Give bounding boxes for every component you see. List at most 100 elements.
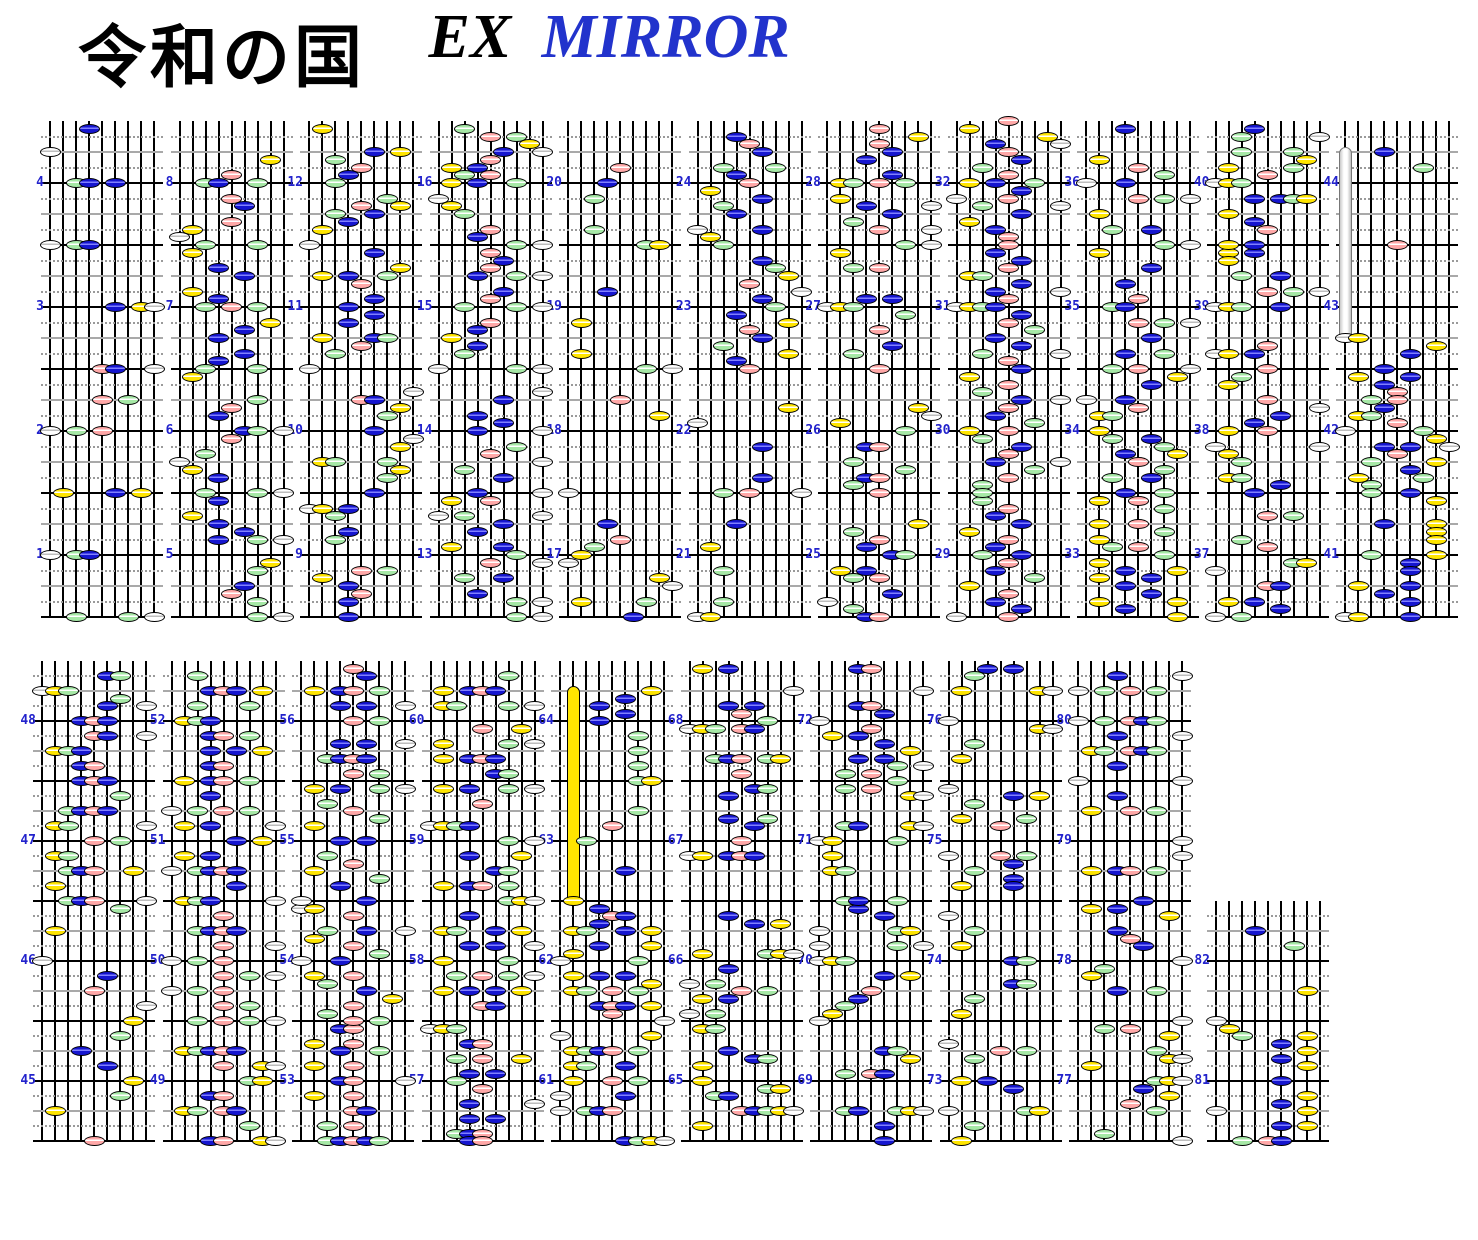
beat-grid-line	[810, 795, 932, 797]
popn-note-blue	[329, 836, 351, 846]
measure-boundary-line	[680, 900, 803, 902]
popn-note-blue	[226, 881, 247, 891]
song-title: 令和の国	[78, 20, 367, 96]
beat-grid-line	[551, 750, 673, 752]
popn-note-blue	[744, 701, 765, 711]
popn-note-white	[135, 1001, 157, 1011]
popn-note-red	[350, 565, 372, 576]
popn-note-red	[83, 986, 105, 996]
beat-grid-line	[300, 306, 422, 308]
popn-note-yellow	[511, 926, 532, 936]
popn-note-yellow	[182, 511, 203, 522]
popn-note-red	[739, 278, 760, 289]
measure-boundary-line	[688, 616, 811, 618]
popn-note-yellow	[640, 926, 662, 936]
popn-note-green	[1153, 441, 1175, 452]
beat-grid-line	[939, 945, 1062, 947]
popn-note-white	[1042, 723, 1063, 734]
popn-note-white	[653, 1136, 675, 1146]
beat-grid-line	[680, 750, 803, 752]
measure-number: 40	[1193, 175, 1210, 190]
popn-note-green	[195, 488, 216, 498]
beat-grid-line	[818, 523, 940, 525]
beat-grid-line	[300, 337, 422, 339]
popn-note-red	[350, 278, 372, 289]
popn-note-green	[1101, 433, 1123, 444]
popn-note-blue	[337, 317, 359, 328]
popn-note-white	[532, 302, 553, 312]
beat-grid-line	[421, 960, 544, 962]
popn-note-white	[1309, 441, 1330, 452]
beat-grid-line	[1336, 383, 1458, 386]
beat-grid-line	[810, 720, 932, 722]
measure-boundary-line	[1069, 780, 1191, 782]
beat-grid-line	[818, 414, 940, 417]
popn-note-green	[117, 395, 139, 405]
popn-note-red	[860, 701, 882, 711]
popn-note-yellow	[700, 542, 721, 553]
popn-note-blue	[1003, 791, 1024, 801]
popn-note-red	[731, 753, 752, 764]
popn-note-red	[350, 201, 372, 212]
beat-grid-line	[818, 290, 940, 293]
popn-note-red	[601, 821, 623, 831]
popn-note-white	[39, 147, 61, 157]
beat-grid-line	[292, 675, 414, 677]
measure-number: 64	[538, 713, 554, 728]
popn-note-white	[1334, 426, 1356, 436]
beat-grid-line	[429, 290, 552, 293]
measure-number: 65	[667, 1073, 684, 1088]
beat-grid-line	[421, 945, 544, 947]
popn-note-blue	[1106, 761, 1128, 771]
beat-grid-line	[170, 228, 293, 231]
popn-note-green	[247, 178, 268, 188]
measure-number: 12	[287, 175, 303, 190]
popn-note-red	[739, 325, 760, 336]
beat-grid-line	[41, 569, 163, 572]
popn-note-blue	[104, 178, 126, 188]
popn-note-green	[1153, 503, 1175, 514]
popn-note-blue	[200, 746, 221, 756]
popn-note-blue	[1106, 731, 1128, 741]
popn-note-blue	[485, 686, 506, 696]
beat-grid-line	[41, 414, 163, 417]
beat-grid-line	[680, 690, 803, 692]
beat-grid-line	[1336, 182, 1458, 184]
popn-note-white	[653, 1016, 675, 1026]
popn-note-white	[1309, 402, 1330, 413]
beat-grid-line	[1077, 554, 1199, 556]
popn-note-green	[1283, 941, 1305, 951]
measure-boundary-line	[292, 780, 414, 782]
beat-grid-line	[33, 1095, 155, 1097]
popn-note-white	[687, 418, 708, 429]
beat-grid-line	[162, 1125, 285, 1127]
beat-grid-line	[1207, 915, 1329, 917]
popn-note-blue	[467, 178, 488, 188]
measure-boundary-line	[680, 1140, 803, 1142]
popn-note-green	[705, 978, 726, 989]
popn-note-green	[368, 716, 390, 726]
popn-note-green	[506, 596, 527, 607]
beat-grid-line	[170, 399, 293, 401]
beat-grid-line	[33, 690, 155, 692]
beat-grid-line	[33, 1050, 155, 1052]
beat-grid-line	[680, 915, 803, 917]
popn-note-blue	[208, 263, 229, 274]
beat-grid-line	[170, 554, 293, 556]
popn-note-yellow	[1347, 581, 1369, 591]
popn-note-yellow	[303, 686, 325, 696]
popn-note-green	[316, 851, 338, 861]
popn-note-green	[964, 926, 985, 936]
popn-note-white	[808, 1016, 830, 1026]
beat-grid-line	[292, 705, 414, 707]
popn-note-blue	[234, 325, 255, 336]
popn-note-yellow	[648, 410, 670, 421]
beat-grid-line	[818, 399, 940, 401]
popn-note-white	[1438, 441, 1460, 452]
popn-note-yellow	[260, 154, 281, 165]
beat-grid-line	[429, 337, 552, 339]
beat-grid-line	[551, 930, 673, 932]
popn-note-white	[1050, 286, 1071, 297]
popn-note-red	[342, 686, 364, 696]
beat-grid-line	[688, 585, 811, 587]
